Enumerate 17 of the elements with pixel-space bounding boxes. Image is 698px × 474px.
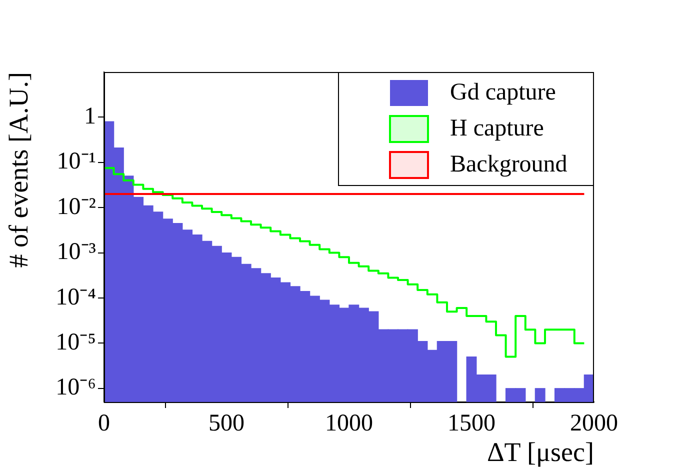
x-tick-label: 2000 bbox=[570, 410, 618, 437]
x-tick-label: 1500 bbox=[448, 410, 496, 437]
x-axis-title: ΔT [μsec] bbox=[486, 436, 594, 467]
legend-label: H capture bbox=[450, 115, 544, 142]
y-tick-label: 10⁻⁶ bbox=[56, 374, 96, 401]
x-tick-label: 1000 bbox=[325, 410, 373, 437]
y-tick-label: 1 bbox=[84, 103, 96, 130]
y-tick-label: 10⁻⁵ bbox=[56, 329, 96, 356]
y-tick-label: 10⁻¹ bbox=[56, 148, 96, 175]
legend-label: Background bbox=[450, 151, 568, 178]
x-tick-label: 500 bbox=[208, 410, 244, 437]
legend-label: Gd capture bbox=[450, 79, 556, 106]
y-axis-title: # of events [A.U.] bbox=[3, 72, 34, 268]
y-tick-label: 10⁻² bbox=[56, 194, 96, 220]
x-tick-label: 0 bbox=[98, 410, 110, 437]
y-tick-label: 10⁻³ bbox=[56, 239, 96, 266]
y-tick-label: 10⁻⁴ bbox=[56, 284, 96, 310]
